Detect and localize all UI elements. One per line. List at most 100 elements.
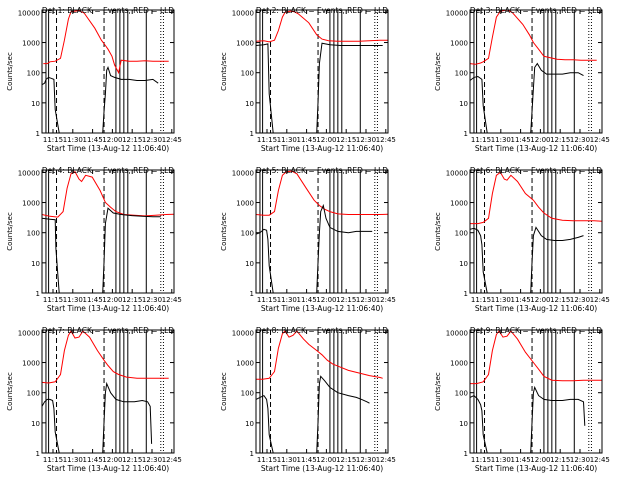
y-tick-label: 1000 [236,200,254,208]
y-tick-label: 1000 [22,360,40,368]
plot-frame [255,9,389,134]
x-tick-label: 12:45 [590,456,610,464]
y-tick-label: 1 [36,290,40,298]
events-series-line [469,62,584,134]
panel-title: Det 7: BLACK = Events, RED = LLD [42,326,174,335]
panel-title: Det 8: BLACK = Events, RED = LLD [256,326,388,335]
x-axis-label: Start Time (13-Aug-12 11:06:40) [47,304,169,313]
x-tick-label: 12:45 [590,296,610,304]
x-tick-label: 12:00 [316,296,336,304]
lld-series-line [41,171,175,218]
x-tick-label: 12:30 [142,136,162,144]
x-tick-label: 11:30 [63,296,83,304]
plot-frame [469,329,603,454]
x-tick-label: 12:00 [316,456,336,464]
y-tick-label: 10000 [446,169,468,177]
x-axis-label: Start Time (13-Aug-12 11:06:40) [475,304,597,313]
y-tick-label: 10 [245,260,254,268]
panel-title: Det 6: BLACK = Events, RED = LLD [470,166,602,175]
y-axis-label: Counts/sec [434,52,442,91]
x-tick-label: 11:30 [277,296,297,304]
panel-title: Det 3: BLACK = Events, RED = LLD [470,6,602,15]
y-tick-label: 1 [36,450,40,458]
x-axis-label: Start Time (13-Aug-12 11:06:40) [47,464,169,473]
y-tick-label: 1 [250,130,254,138]
x-tick-label: 11:15 [257,136,277,144]
x-axis-label: Start Time (13-Aug-12 11:06:40) [47,144,169,153]
x-tick-label: 12:45 [162,136,182,144]
y-axis-label: Counts/sec [6,372,14,411]
y-tick-label: 1000 [236,360,254,368]
x-tick-label: 12:30 [356,296,376,304]
lld-series-line [469,9,597,65]
y-tick-label: 100 [27,70,40,78]
y-axis-label: Counts/sec [6,52,14,91]
x-tick-label: 12:30 [570,136,590,144]
x-tick-label: 12:15 [336,136,356,144]
x-tick-label: 12:00 [102,296,122,304]
events-series-line [41,65,159,134]
x-axis-label: Start Time (13-Aug-12 11:06:40) [475,144,597,153]
y-tick-label: 1000 [236,40,254,48]
x-tick-label: 12:00 [530,456,550,464]
x-tick-label: 11:45 [83,136,103,144]
panel-title: Det 5: BLACK = Events, RED = LLD [256,166,388,175]
y-tick-label: 1 [464,290,468,298]
y-tick-label: 100 [27,390,40,398]
y-tick-label: 10 [459,420,468,428]
y-tick-label: 1 [36,130,40,138]
x-tick-label: 11:45 [83,296,103,304]
plot-frame [255,329,389,454]
x-tick-label: 11:15 [257,456,277,464]
y-tick-label: 100 [455,390,468,398]
panel-det-6: 1 10 100 1000 10000 11:15 11:30 11:45 12:00 12:15… [434,166,610,313]
x-tick-label: 11:45 [297,456,317,464]
panel-det-5: 1 10 100 1000 10000 11:15 11:30 11:45 12:00 12:15… [220,166,396,313]
y-tick-label: 10 [459,100,468,108]
y-axis-label: Counts/sec [434,212,442,251]
x-tick-label: 11:15 [43,136,63,144]
y-axis-label: Counts/sec [220,52,228,91]
x-tick-label: 11:30 [63,456,83,464]
x-tick-label: 11:30 [491,456,511,464]
x-axis-label: Start Time (13-Aug-12 11:06:40) [261,144,383,153]
panel-det-2: 1 10 100 1000 10000 11:15 11:30 11:45 12:00 12:15… [220,6,396,153]
y-tick-label: 1000 [22,40,40,48]
panel-det-9: 1 10 100 1000 10000 11:15 11:30 11:45 12:00 12:15… [434,326,610,473]
events-series-line [255,375,370,454]
x-tick-label: 12:15 [550,136,570,144]
x-tick-label: 12:00 [102,136,122,144]
x-tick-label: 12:45 [162,296,182,304]
y-tick-label: 1000 [22,200,40,208]
x-tick-label: 12:30 [570,296,590,304]
x-tick-label: 11:30 [277,136,297,144]
lld-series-line [41,330,169,384]
y-tick-label: 10 [31,100,40,108]
panel-title: Det 2: BLACK = Events, RED = LLD [256,6,388,15]
x-axis-label: Start Time (13-Aug-12 11:06:40) [261,304,383,313]
y-tick-label: 1 [464,130,468,138]
x-tick-label: 12:45 [376,136,396,144]
x-tick-label: 11:45 [297,136,317,144]
lld-series-line [256,330,383,380]
events-series-line [41,207,161,294]
x-tick-label: 12:30 [142,296,162,304]
x-tick-label: 12:00 [316,136,336,144]
panel-det-4: 1 10 100 1000 10000 11:15 11:30 11:45 12:00 12:15… [6,166,182,313]
y-tick-label: 10000 [18,329,40,337]
x-tick-label: 11:15 [471,456,491,464]
plot-frame [41,329,175,454]
x-tick-label: 11:15 [43,456,63,464]
y-tick-label: 10 [245,100,254,108]
x-axis-label: Start Time (13-Aug-12 11:06:40) [261,464,383,473]
x-tick-label: 11:15 [471,296,491,304]
x-tick-label: 11:15 [471,136,491,144]
x-tick-label: 11:30 [63,136,83,144]
lld-series-line [470,171,603,225]
y-tick-label: 10000 [232,9,254,17]
y-tick-label: 10000 [446,9,468,17]
x-tick-label: 12:15 [122,136,142,144]
panel-title: Det 1: BLACK = Events, RED = LLD [42,6,174,15]
x-tick-label: 12:15 [122,456,142,464]
